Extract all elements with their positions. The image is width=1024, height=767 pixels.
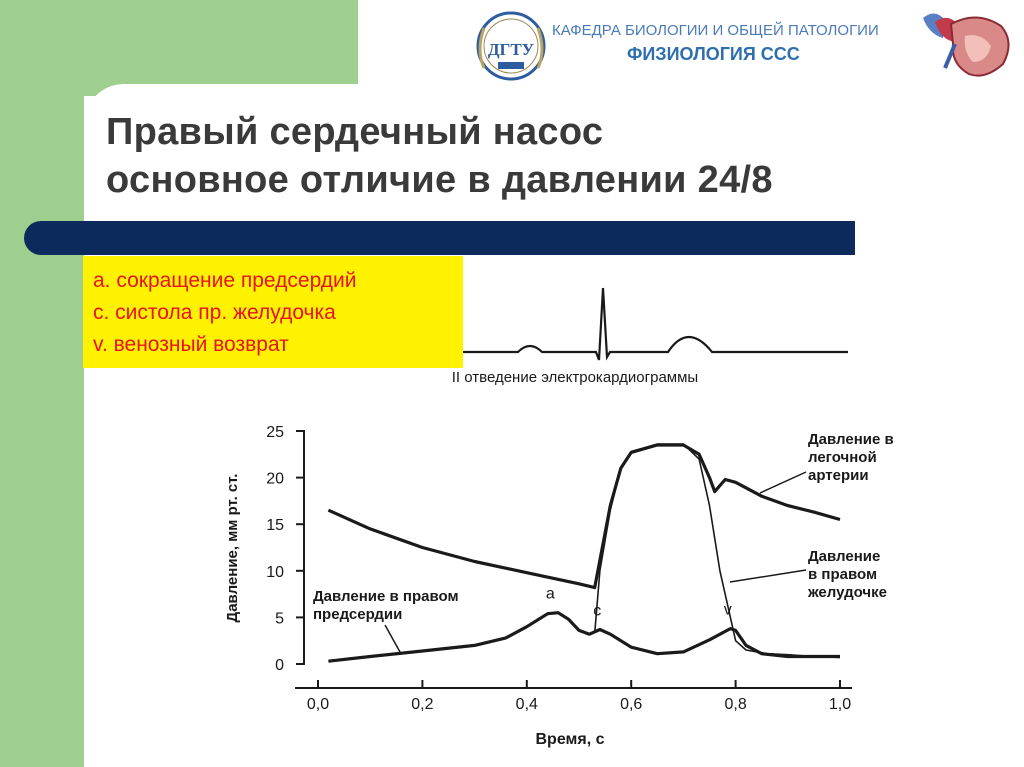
green-header-block (0, 0, 358, 96)
series-line-pulmonary-artery (327, 443, 841, 590)
x-tick-label: 0,8 (724, 696, 746, 713)
title-panel (84, 84, 858, 234)
legend-box: а. сокращение предсердий с. систола пр. … (83, 256, 463, 368)
annotation-c: c (593, 603, 601, 620)
legend-item-c: с. систола пр. желудочка (93, 301, 336, 324)
svg-text:Давление в правом предсе: Давление в правом предсердии (313, 588, 463, 623)
svg-text:Давление в правом: Давление в правом желудочке (807, 548, 887, 601)
y-tick-label: 0 (275, 657, 284, 674)
series-line-right-atrium (328, 611, 840, 663)
title-line-1: Правый сердечный насос (106, 111, 604, 153)
y-tick-label: 5 (275, 610, 284, 627)
university-seal-icon: ДГТУ (476, 11, 546, 81)
x-tick-label: 1,0 (829, 696, 851, 713)
x-tick-label: 0,6 (620, 696, 642, 713)
y-tick-label: 10 (266, 564, 284, 581)
series-label-right-ventricle: Давление в правом желудочке (729, 548, 887, 601)
series-label-right-atrium: Давление в правом предсердии (313, 588, 463, 653)
x-ticks: 0,0 0,2 0,4 0,6 0,8 1,0 (307, 680, 851, 713)
y-axis-label: Давление, мм рт. ст. (224, 474, 241, 623)
y-tick-label: 20 (266, 471, 284, 488)
series-line-right-ventricle (593, 443, 841, 659)
subject-name: ФИЗИОЛОГИЯ ССС (627, 44, 800, 64)
green-side-strip (0, 96, 84, 767)
x-axis-label: Время, с (536, 731, 605, 748)
annotation-v: v (724, 602, 732, 619)
heart-anatomy-icon (923, 13, 1010, 77)
ecg-trace (462, 287, 848, 361)
annotation-a: a (546, 586, 555, 603)
logo-text: ДГТУ (488, 40, 535, 59)
legend-item-a: а. сокращение предсердий (93, 269, 357, 292)
department-name: КАФЕДРА БИОЛОГИИ И ОБЩЕЙ ПАТОЛОГИИ (552, 22, 879, 39)
ecg-title: II отведение электрокардиограммы (452, 369, 698, 386)
y-ticks: 0 5 10 15 20 25 (266, 424, 304, 674)
x-tick-label: 0,2 (411, 696, 433, 713)
x-tick-label: 0,0 (307, 696, 329, 713)
svg-text:Давление в легочной: Давление в легочной артерии (808, 431, 898, 484)
x-tick-label: 0,4 (516, 696, 538, 713)
navy-divider-bar (24, 221, 855, 255)
y-tick-label: 25 (266, 424, 284, 441)
y-tick-label: 15 (266, 517, 284, 534)
title-line-2: основное отличие в давлении 24/8 (106, 159, 773, 201)
legend-item-v: v. венозный возврат (93, 333, 289, 356)
series-label-pulmonary-artery: Давление в легочной артерии (759, 431, 898, 494)
slide-title: Правый сердечный насос основное отличие … (106, 108, 773, 204)
